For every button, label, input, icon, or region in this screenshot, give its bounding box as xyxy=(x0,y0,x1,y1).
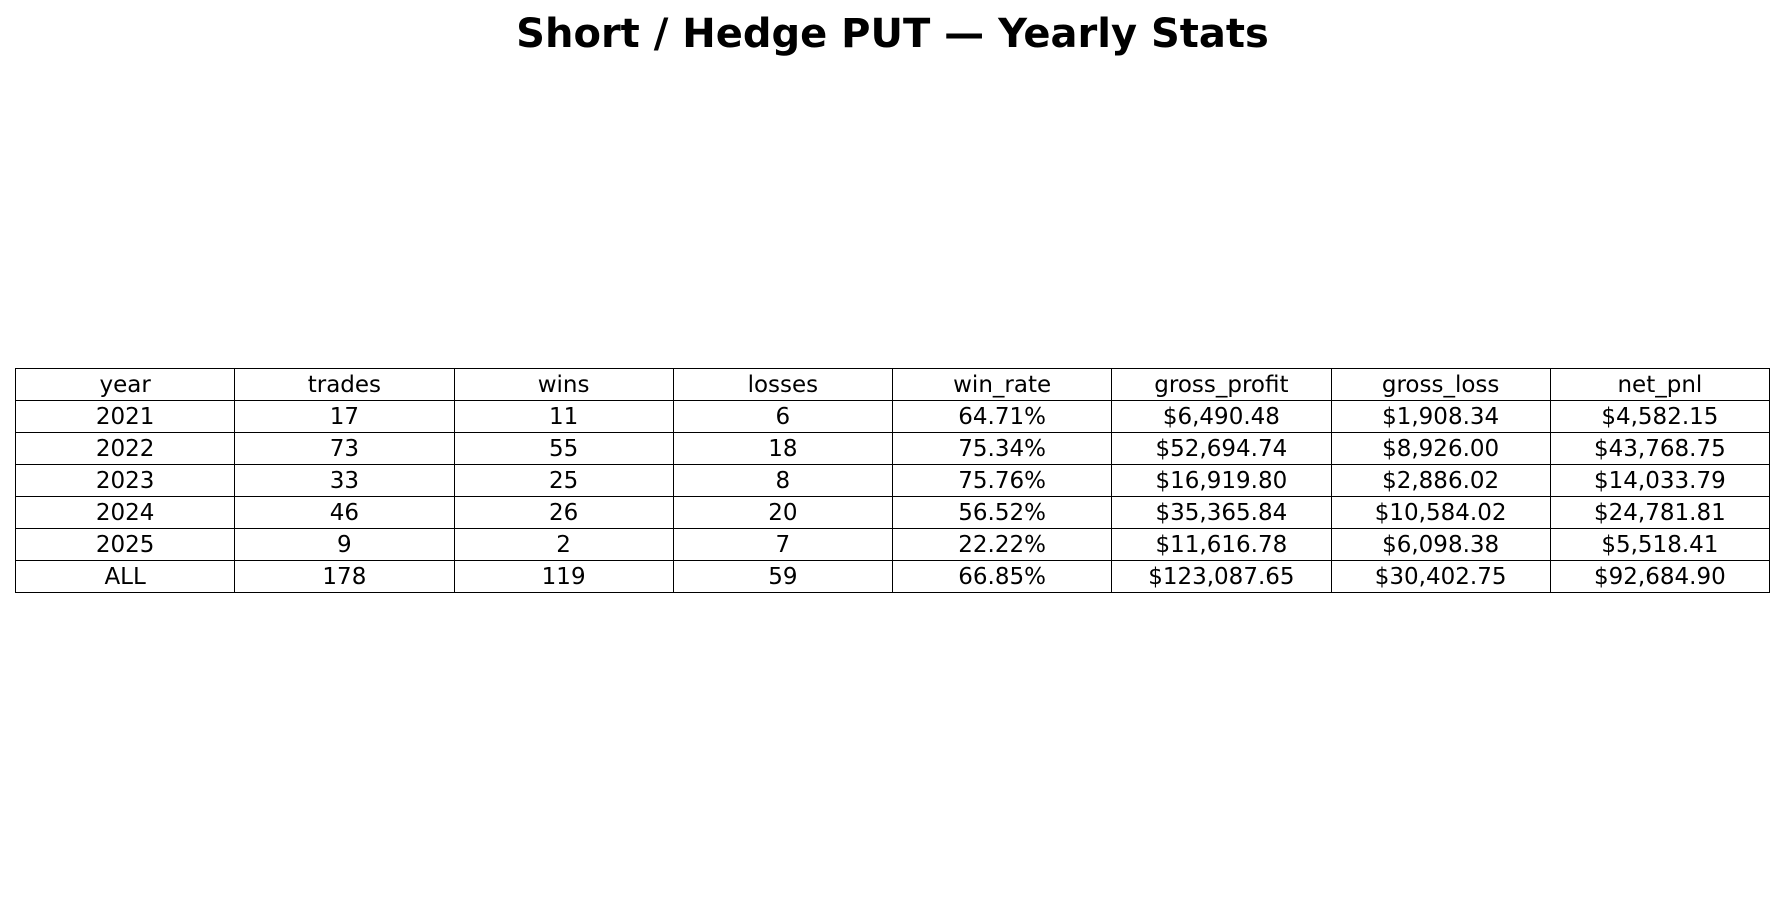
table-cell: 59 xyxy=(672,560,894,593)
table-cell: $4,582.15 xyxy=(1549,400,1771,433)
table-cell: $16,919.80 xyxy=(1111,464,1332,497)
table-cell: 25 xyxy=(453,464,674,497)
table-cell: 64.71% xyxy=(891,400,1113,433)
table-cell: 46 xyxy=(234,496,455,529)
yearly-stats-table: year trades wins losses win_rate gross_p… xyxy=(14,368,1771,593)
table-cell: 9 xyxy=(234,528,455,561)
table-cell: 2024 xyxy=(14,496,236,529)
table-cell: $6,098.38 xyxy=(1330,528,1551,561)
table-cell: 2023 xyxy=(14,464,236,497)
table-cell: 119 xyxy=(453,560,674,593)
column-header-trades: trades xyxy=(234,368,455,401)
table-cell: 2 xyxy=(453,528,674,561)
table-cell: 17 xyxy=(234,400,455,433)
column-header-year: year xyxy=(14,368,236,401)
column-header-gross-profit: gross_profit xyxy=(1111,368,1332,401)
table-cell: 7 xyxy=(672,528,894,561)
table-row: 2023 33 25 8 75.76% $16,919.80 $2,886.02… xyxy=(14,464,1771,497)
table-cell: 11 xyxy=(453,400,674,433)
table-row: 2021 17 11 6 64.71% $6,490.48 $1,908.34 … xyxy=(14,400,1771,433)
table-cell: $14,033.79 xyxy=(1549,464,1771,497)
table-cell: $10,584.02 xyxy=(1330,496,1551,529)
column-header-net-pnl: net_pnl xyxy=(1549,368,1771,401)
table-cell: $11,616.78 xyxy=(1111,528,1332,561)
table-cell: $8,926.00 xyxy=(1330,432,1551,465)
table-header-row: year trades wins losses win_rate gross_p… xyxy=(14,368,1771,401)
table-cell: $1,908.34 xyxy=(1330,400,1551,433)
table-cell: 2025 xyxy=(14,528,236,561)
table-cell: 66.85% xyxy=(891,560,1113,593)
chart-title: Short / Hedge PUT — Yearly Stats xyxy=(516,11,1269,57)
table-cell: 2021 xyxy=(14,400,236,433)
table-cell: $52,694.74 xyxy=(1111,432,1332,465)
table-row: 2022 73 55 18 75.34% $52,694.74 $8,926.0… xyxy=(14,432,1771,465)
table-cell: 18 xyxy=(672,432,894,465)
table-cell: $43,768.75 xyxy=(1549,432,1771,465)
table-cell: 75.76% xyxy=(891,464,1113,497)
table-cell: ALL xyxy=(14,560,236,593)
table-cell: $6,490.48 xyxy=(1111,400,1332,433)
table-cell: 178 xyxy=(234,560,455,593)
table-cell: $92,684.90 xyxy=(1549,560,1771,593)
column-header-losses: losses xyxy=(672,368,894,401)
table-cell: 8 xyxy=(672,464,894,497)
column-header-win-rate: win_rate xyxy=(891,368,1113,401)
table-row-total: ALL 178 119 59 66.85% $123,087.65 $30,40… xyxy=(14,560,1771,593)
table-cell: $30,402.75 xyxy=(1330,560,1551,593)
table-cell: 56.52% xyxy=(891,496,1113,529)
table-cell: 22.22% xyxy=(891,528,1113,561)
column-header-wins: wins xyxy=(453,368,674,401)
table-cell: $123,087.65 xyxy=(1111,560,1332,593)
column-header-gross-loss: gross_loss xyxy=(1330,368,1551,401)
table-cell: 2022 xyxy=(14,432,236,465)
table-cell: $5,518.41 xyxy=(1549,528,1771,561)
table-row: 2025 9 2 7 22.22% $11,616.78 $6,098.38 $… xyxy=(14,528,1771,561)
table-cell: 20 xyxy=(672,496,894,529)
table-cell: 73 xyxy=(234,432,455,465)
table-row: 2024 46 26 20 56.52% $35,365.84 $10,584.… xyxy=(14,496,1771,529)
table-cell: $35,365.84 xyxy=(1111,496,1332,529)
table-cell: 26 xyxy=(453,496,674,529)
table-cell: 6 xyxy=(672,400,894,433)
table-cell: 55 xyxy=(453,432,674,465)
table-cell: 33 xyxy=(234,464,455,497)
table-cell: $2,886.02 xyxy=(1330,464,1551,497)
table-cell: $24,781.81 xyxy=(1549,496,1771,529)
table-cell: 75.34% xyxy=(891,432,1113,465)
